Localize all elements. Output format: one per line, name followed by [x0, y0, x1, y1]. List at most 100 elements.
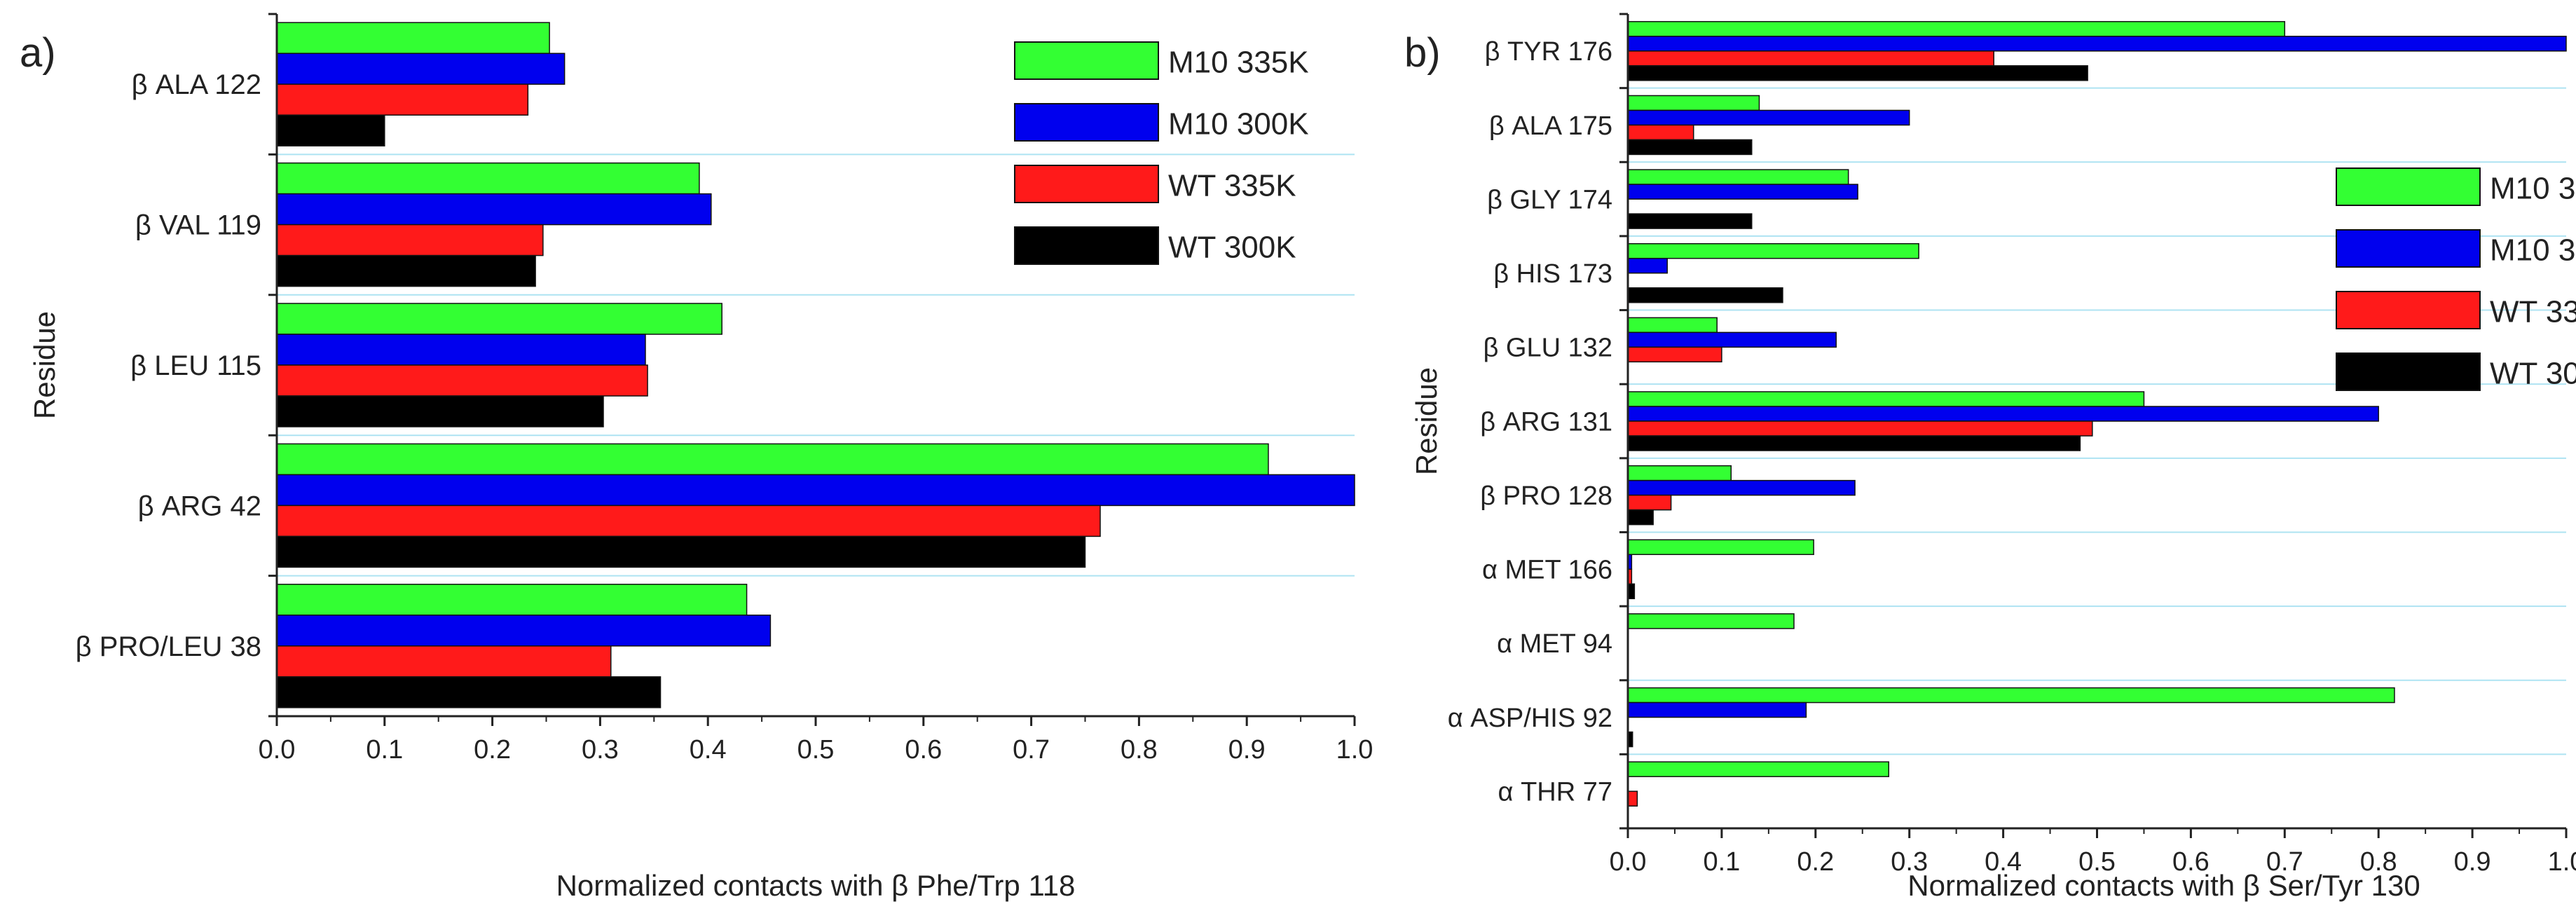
x-axis-label: Normalized contacts with β Ser/Tyr 130 [1907, 869, 2420, 902]
bar [276, 676, 662, 708]
category-label: β ARG 131 [1480, 407, 1612, 437]
bar [1627, 242, 1919, 259]
category-label: α MET 166 [1482, 556, 1612, 585]
legend-label: M10 300K [2490, 233, 2576, 267]
x-axis-label: Normalized contacts with β Phe/Trp 118 [556, 869, 1076, 902]
category-label: β GLU 132 [1483, 334, 1612, 363]
x-tick-label: 0.6 [2172, 847, 2210, 877]
bar [1627, 169, 1849, 185]
x-tick-label: 0.4 [690, 735, 727, 765]
bar [1627, 479, 1856, 496]
x-tick-label: 0.6 [905, 735, 942, 765]
panel-label: a) [20, 30, 56, 76]
bar [276, 254, 536, 287]
bar [276, 584, 748, 616]
category-label: β GLY 174 [1487, 185, 1612, 214]
legend-swatch [1014, 165, 1159, 203]
category-label: β ALA 122 [132, 69, 261, 100]
legend-swatch [2336, 167, 2481, 206]
category-label: β ARG 42 [138, 491, 261, 521]
x-tick-label: 0.3 [1891, 847, 1928, 877]
legend-label: WT 335K [1168, 168, 1296, 203]
bar [276, 645, 612, 678]
bar [1627, 509, 1654, 526]
bar [1627, 406, 2379, 422]
x-tick-label: 1.0 [1336, 735, 1373, 765]
category-label: β HIS 173 [1493, 259, 1612, 289]
bar [1627, 257, 1668, 274]
bar [1627, 184, 1858, 200]
bar [276, 364, 648, 397]
legend-swatch [2336, 352, 2481, 391]
legend-label: M10 335K [1168, 45, 1309, 79]
bar [276, 334, 646, 366]
bar [276, 224, 544, 256]
y-axis-label: Residue [1410, 367, 1443, 475]
bar [1627, 139, 1753, 156]
bar [1627, 391, 2145, 407]
bar [276, 83, 529, 116]
bar [1627, 494, 1672, 511]
bar [276, 395, 604, 427]
legend-label: WT 335K [2490, 294, 2576, 329]
legend-label: M10 300K [1168, 107, 1309, 141]
x-tick-label: 0.8 [2360, 847, 2397, 877]
category-label: α MET 94 [1497, 629, 1612, 659]
category-label: β PRO/LEU 38 [76, 631, 261, 662]
x-tick-label: 1.0 [2548, 847, 2576, 877]
bar [1627, 346, 1722, 363]
bar [1627, 465, 1732, 481]
legend-label: WT 300K [2490, 356, 2576, 390]
panel-b: b) β TYR 176 β ALA 175 β GLY 174 β HIS 173 β … [1404, 13, 2576, 902]
bar [276, 443, 1269, 476]
bar [1627, 790, 1638, 807]
legend: M10 335K M10 300K WT 335K WT 300K [1014, 41, 1309, 265]
x-tick-label: 0.4 [1985, 847, 2022, 877]
bar [1627, 613, 1795, 629]
category-label: β LEU 115 [130, 350, 261, 381]
bar [1627, 65, 2088, 81]
x-tick-label: 0.5 [2078, 847, 2116, 877]
bar [276, 535, 1086, 568]
x-tick-label: 0.1 [366, 735, 403, 765]
bar [1627, 50, 1994, 67]
x-tick-label: 0.3 [582, 735, 619, 765]
bar [276, 53, 566, 85]
bar [276, 505, 1101, 537]
x-tick-label: 0.7 [2266, 847, 2303, 877]
bar [1627, 420, 2093, 437]
bar [276, 114, 385, 146]
x-tick-label: 0.2 [474, 735, 511, 765]
legend-swatch [2336, 291, 2481, 329]
category-label: β ALA 175 [1489, 111, 1612, 141]
bar [276, 303, 722, 335]
bar [1627, 761, 1889, 777]
bar [276, 22, 550, 54]
bar [276, 615, 772, 647]
category-label: α THR 77 [1498, 777, 1612, 807]
bar [1627, 435, 2081, 451]
category-label: β VAL 119 [135, 210, 261, 241]
bar [1627, 36, 2567, 52]
legend-swatch [1014, 41, 1159, 80]
legend-swatch [2336, 229, 2481, 268]
x-tick-label: 0.0 [259, 735, 296, 765]
category-label: α ASP/HIS 92 [1448, 704, 1612, 733]
category-label: β TYR 176 [1485, 37, 1612, 67]
legend-label: M10 335K [2490, 171, 2576, 205]
x-tick-label: 0.8 [1121, 735, 1158, 765]
x-tick-label: 0.1 [1703, 847, 1740, 877]
bar [1627, 539, 1814, 556]
bar [1627, 95, 1760, 111]
category-label: β PRO 128 [1480, 481, 1612, 511]
x-tick-label: 0.9 [2454, 847, 2491, 877]
x-tick-label: 0.9 [1228, 735, 1266, 765]
bar [1627, 124, 1694, 141]
bar [1627, 287, 1783, 303]
bar [1627, 213, 1753, 229]
panel-a: a) β ALA 122 β VAL 119 β LEU 115 β ARG 42 β P… [20, 13, 1373, 902]
legend-label: WT 300K [1168, 230, 1296, 264]
bar [1627, 701, 1807, 718]
legend-swatch [1014, 226, 1159, 265]
